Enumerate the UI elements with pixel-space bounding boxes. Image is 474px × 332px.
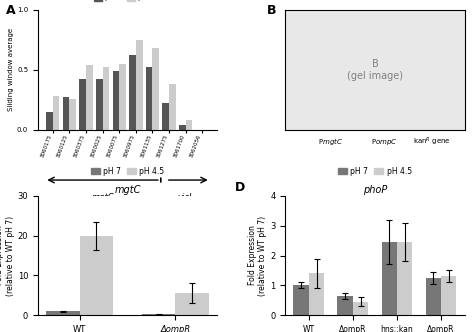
Bar (96, 79, 102, 130)
Text: kan$^R$ gene: kan$^R$ gene (413, 135, 451, 148)
Bar (441, 277, 456, 315)
Bar (129, 55, 136, 130)
Bar (46, 311, 80, 315)
Text: yicL: yicL (177, 193, 194, 202)
Legend: pH 7, pH 4.5: pH 7, pH 4.5 (335, 163, 415, 179)
Bar (293, 286, 309, 315)
Bar (309, 274, 324, 315)
Bar (46, 112, 53, 130)
Bar (153, 48, 159, 130)
Bar (175, 293, 209, 315)
Bar (353, 302, 368, 315)
Title: phoP: phoP (363, 185, 387, 195)
Text: B
(gel image): B (gel image) (347, 59, 403, 81)
Text: mgtC: mgtC (91, 193, 114, 202)
Bar (79, 79, 86, 130)
Text: B: B (267, 4, 277, 17)
Bar (80, 235, 113, 315)
Bar (113, 71, 119, 130)
Text: D: D (235, 181, 246, 194)
Bar (426, 278, 441, 315)
Y-axis label: Fold Expression
(relative to WT pH 7): Fold Expression (relative to WT pH 7) (0, 215, 15, 295)
Bar (186, 120, 192, 130)
Bar (69, 99, 76, 130)
Bar (337, 296, 353, 315)
Bar (102, 67, 109, 130)
Bar (86, 65, 92, 130)
Bar (53, 96, 59, 130)
Legend: pH 7, pH 4.5: pH 7, pH 4.5 (88, 163, 167, 179)
Bar (169, 84, 176, 130)
Text: P$\it{mgtC}$: P$\it{mgtC}$ (318, 136, 343, 147)
Text: P$\it{ompC}$: P$\it{ompC}$ (371, 137, 397, 147)
Bar (146, 67, 153, 130)
Bar (163, 103, 169, 130)
Title: mgtC: mgtC (114, 185, 141, 195)
Bar (397, 242, 412, 315)
Bar (382, 242, 397, 315)
Text: A: A (6, 4, 15, 17)
Y-axis label: Sliding window average: Sliding window average (8, 28, 14, 112)
Bar (142, 314, 175, 315)
Bar (179, 125, 186, 130)
Bar (63, 97, 69, 130)
Legend: pH 7, pH 4.5: pH 7, pH 4.5 (91, 0, 164, 4)
Y-axis label: Fold Expression
(relative to WT pH 7): Fold Expression (relative to WT pH 7) (248, 215, 267, 295)
Bar (136, 40, 143, 130)
Bar (119, 64, 126, 130)
